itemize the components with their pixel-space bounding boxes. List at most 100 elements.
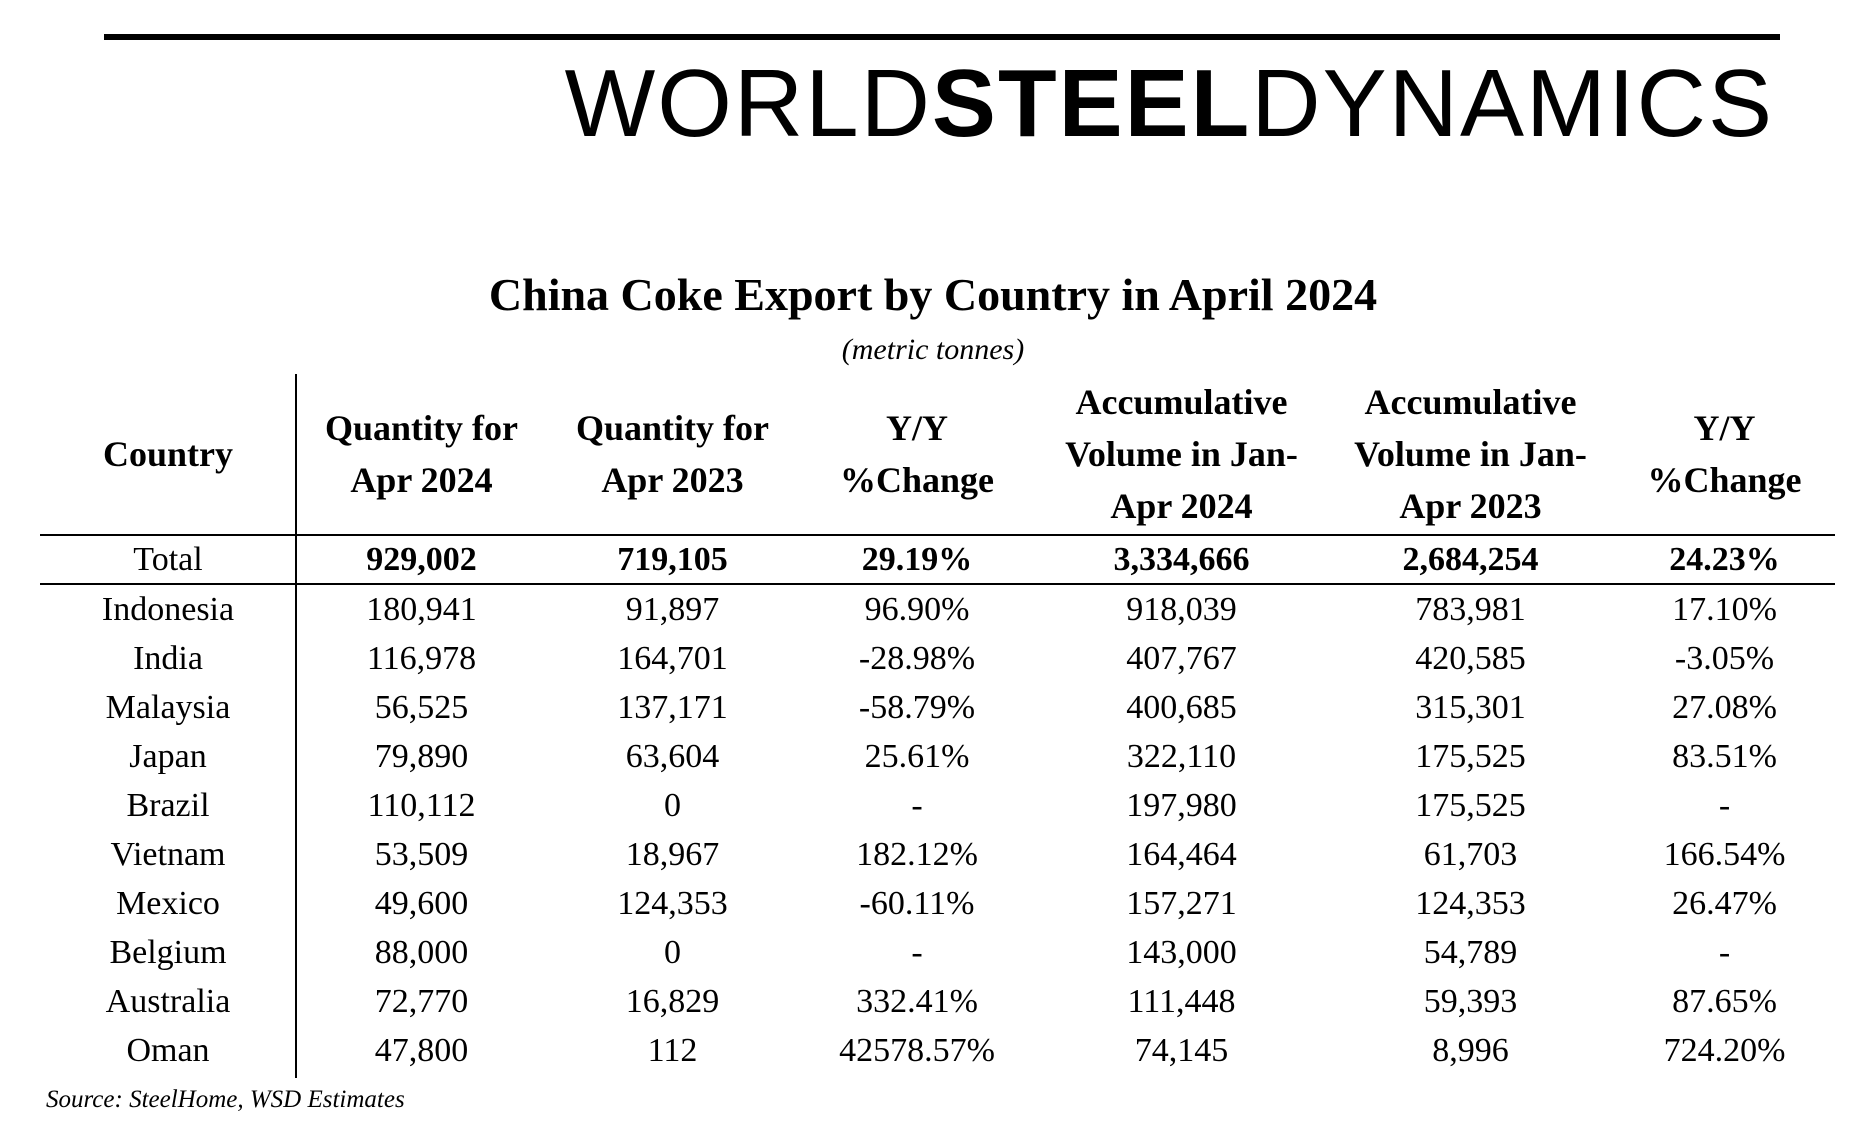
data-cell: 47,800 bbox=[374, 1031, 469, 1069]
data-cell: 137,171 bbox=[617, 688, 728, 726]
data-cell: - bbox=[911, 786, 923, 824]
column-divider bbox=[295, 374, 297, 1078]
data-cell: 0 bbox=[664, 786, 681, 824]
data-cell: 18,967 bbox=[625, 835, 720, 873]
data-cell: -28.98% bbox=[858, 639, 976, 677]
header-line: Y/Y bbox=[1693, 408, 1756, 448]
data-cell: -60.11% bbox=[859, 884, 975, 922]
header-line: %Change bbox=[1647, 460, 1802, 500]
data-cell: 88,000 bbox=[374, 933, 469, 971]
table-title: China Coke Export by Country in April 20… bbox=[488, 269, 1378, 320]
total-cell: 3,334,666 bbox=[1113, 540, 1250, 578]
data-cell: 74,145 bbox=[1134, 1031, 1229, 1069]
data-cell: 124,353 bbox=[617, 884, 728, 922]
header-qty-apr-2023: Quantity for Apr 2023 bbox=[547, 378, 798, 530]
data-cell: 157,271 bbox=[1126, 884, 1237, 922]
header-line: Quantity for bbox=[576, 408, 769, 448]
table-row: Oman 47,800 112 42578.57% 74,145 8,996 7… bbox=[40, 1026, 1835, 1075]
header-line: Apr 2024 bbox=[1110, 486, 1253, 526]
total-label: Total bbox=[133, 540, 203, 578]
data-cell: 166.54% bbox=[1663, 835, 1786, 873]
data-cell: 17.10% bbox=[1672, 590, 1777, 628]
header-line: Accumulative bbox=[1364, 382, 1577, 422]
table-row: Malaysia 56,525 137,171 -58.79% 400,685 … bbox=[40, 683, 1835, 732]
header-line: Y/Y bbox=[886, 408, 948, 448]
brand-logo: WORLDSTEELDYNAMICS bbox=[565, 56, 1774, 152]
data-cell: - bbox=[1718, 933, 1731, 971]
table-header: Country Quantity for Apr 2024 Quantity f… bbox=[40, 378, 1835, 530]
data-cell: 197,980 bbox=[1126, 786, 1237, 824]
country-cell: Vietnam bbox=[110, 835, 226, 873]
data-cell: -58.79% bbox=[858, 688, 976, 726]
data-cell: 27.08% bbox=[1672, 688, 1777, 726]
country-cell: Japan bbox=[129, 737, 207, 775]
total-cell: 2,684,254 bbox=[1402, 540, 1539, 578]
header-yy-change-monthly: Y/Y %Change bbox=[798, 378, 1036, 530]
country-cell: Australia bbox=[105, 982, 231, 1020]
data-cell: 96.90% bbox=[864, 590, 970, 628]
table-row: India 116,978 164,701 -28.98% 407,767 42… bbox=[40, 634, 1835, 683]
data-cell: 918,039 bbox=[1126, 590, 1237, 628]
data-cell: 112 bbox=[647, 1031, 698, 1069]
data-cell: 72,770 bbox=[374, 982, 469, 1020]
data-cell: - bbox=[911, 933, 923, 971]
data-cell: - bbox=[1718, 786, 1731, 824]
data-cell: 54,789 bbox=[1423, 933, 1518, 971]
data-cell: 59,393 bbox=[1423, 982, 1518, 1020]
data-cell: 724.20% bbox=[1663, 1031, 1786, 1069]
table-row: Brazil 110,112 0 - 197,980 175,525 - bbox=[40, 781, 1835, 830]
data-cell: 79,890 bbox=[374, 737, 469, 775]
header-line: Accumulative bbox=[1075, 382, 1288, 422]
header-rule bbox=[40, 534, 1835, 536]
data-cell: 420,585 bbox=[1415, 639, 1526, 677]
data-cell: 61,703 bbox=[1423, 835, 1518, 873]
table-row: Japan 79,890 63,604 25.61% 322,110 175,5… bbox=[40, 732, 1835, 781]
data-cell: 63,604 bbox=[625, 737, 720, 775]
data-cell: 49,600 bbox=[374, 884, 469, 922]
total-cell: 929,002 bbox=[366, 540, 477, 578]
country-cell: Oman bbox=[126, 1031, 210, 1069]
table-row: Indonesia 180,941 91,897 96.90% 918,039 … bbox=[40, 585, 1835, 634]
data-cell: 164,701 bbox=[617, 639, 728, 677]
top-rule bbox=[104, 34, 1780, 40]
data-cell: 407,767 bbox=[1126, 639, 1237, 677]
country-cell: Indonesia bbox=[101, 590, 235, 628]
data-cell: 42578.57% bbox=[839, 1031, 995, 1069]
total-cell: 24.23% bbox=[1669, 540, 1780, 578]
data-cell: 0 bbox=[664, 933, 681, 971]
data-cell: 111,448 bbox=[1127, 982, 1236, 1020]
country-cell: Belgium bbox=[109, 933, 227, 971]
header-country: Country bbox=[102, 434, 233, 474]
data-cell: 175,525 bbox=[1415, 737, 1526, 775]
source-note: Source: SteelHome, WSD Estimates bbox=[46, 1086, 405, 1113]
data-cell: 322,110 bbox=[1126, 737, 1237, 775]
data-cell: 83.51% bbox=[1672, 737, 1777, 775]
data-cell: 175,525 bbox=[1415, 786, 1526, 824]
data-cell: 164,464 bbox=[1126, 835, 1237, 873]
data-cell: 124,353 bbox=[1415, 884, 1526, 922]
data-cell: 315,301 bbox=[1415, 688, 1526, 726]
data-cell: 53,509 bbox=[374, 835, 469, 873]
data-cell: 8,996 bbox=[1432, 1031, 1509, 1069]
header-line: Volume in Jan- bbox=[1065, 434, 1298, 474]
data-cell: 400,685 bbox=[1126, 688, 1237, 726]
total-cell: 719,105 bbox=[617, 540, 728, 578]
brand-word-dynamics: DYNAMICS bbox=[1251, 50, 1774, 157]
data-cell: 87.65% bbox=[1672, 982, 1777, 1020]
data-cell: 143,000 bbox=[1126, 933, 1237, 971]
total-row: Total 929,002 719,105 29.19% 3,334,666 2… bbox=[40, 535, 1835, 584]
data-cell: 26.47% bbox=[1672, 884, 1777, 922]
data-cell: 182.12% bbox=[856, 835, 978, 873]
table-row: Mexico 49,600 124,353 -60.11% 157,271 12… bbox=[40, 879, 1835, 928]
data-cell: 110,112 bbox=[367, 786, 476, 824]
header-yy-change-accum: Y/Y %Change bbox=[1614, 378, 1835, 530]
brand-word-steel: STEEL bbox=[931, 50, 1252, 157]
data-cell: -3.05% bbox=[1674, 639, 1775, 677]
data-cell: 56,525 bbox=[374, 688, 469, 726]
table-row: Vietnam 53,509 18,967 182.12% 164,464 61… bbox=[40, 830, 1835, 879]
brand-word-world: WORLD bbox=[564, 50, 932, 157]
data-cell: 783,981 bbox=[1415, 590, 1526, 628]
data-cell: 116,978 bbox=[366, 639, 477, 677]
data-cell: 16,829 bbox=[625, 982, 720, 1020]
country-cell: India bbox=[133, 639, 203, 677]
